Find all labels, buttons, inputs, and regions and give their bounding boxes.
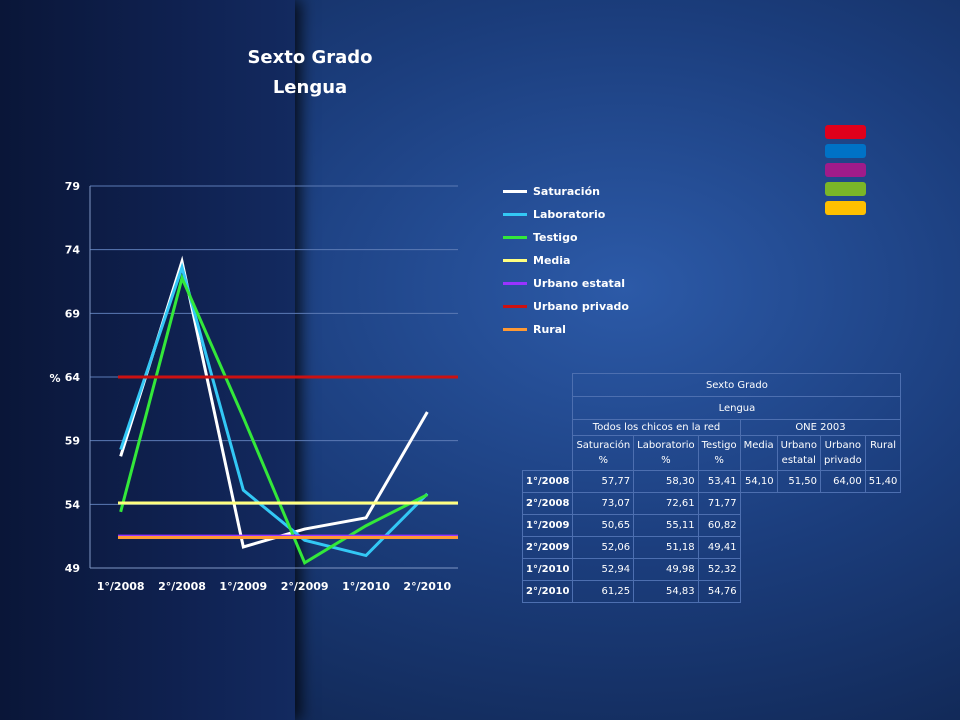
table-cell: 58,30 (633, 470, 699, 493)
legend-label: Saturación (533, 185, 600, 198)
table-cell: 54,83 (633, 580, 699, 603)
table-cell: 51,50 (776, 470, 821, 493)
table-row: 2°/2010 61,25 54,83 54,76 (521, 580, 901, 603)
table-row: 1°/2008 57,77 58,30 53,41 54,10 51,50 64,00 51,… (521, 470, 902, 493)
y-tick-label: 69 (65, 307, 80, 320)
table-group-header: ONE 2003 (739, 419, 902, 436)
table-cell: 54,76 (697, 580, 741, 603)
legend-swatch (503, 305, 527, 308)
series-line-laboratorio (119, 262, 429, 558)
table-cell: 53,41 (697, 470, 741, 493)
legend-label: Media (533, 254, 571, 267)
y-axis-label: % (49, 372, 60, 385)
legend-item: Laboratorio (503, 203, 629, 226)
legend-item: Media (503, 249, 629, 272)
table-cell: 73,07 (572, 492, 635, 515)
table-cell: 54,10 (739, 470, 778, 493)
x-tick-label: 1°/2010 (342, 580, 390, 593)
table-cell: 50,65 (572, 514, 635, 537)
x-tick-label: 1°/2009 (219, 580, 267, 593)
table-empty-cell (523, 420, 573, 436)
color-block (825, 125, 866, 139)
table-title: Sexto Grado (572, 373, 902, 397)
table-column-header: Urbano privado (819, 435, 866, 471)
chart-title: Sexto Grado (247, 47, 373, 68)
table-cell: 52,94 (572, 558, 635, 581)
legend-swatch (503, 259, 527, 262)
table-cell: 60,82 (697, 514, 741, 537)
table-row: 1°/2010 52,94 49,98 52,32 (521, 558, 901, 581)
table-cell: 64,00 (819, 470, 866, 493)
table-column-header: Rural (864, 435, 902, 471)
color-block (825, 182, 866, 196)
table-row-label: 2°/2008 (521, 492, 574, 515)
table-column-header: Saturación % (572, 435, 635, 471)
legend-label: Urbano estatal (533, 277, 626, 290)
legend-item: Urbano estatal (503, 272, 629, 295)
color-block (825, 144, 866, 158)
left-panel-shadow (0, 0, 295, 720)
table-row-label: 2°/2010 (521, 580, 574, 603)
chart-subtitle: Lengua (272, 77, 348, 98)
legend-item: Testigo (503, 226, 629, 249)
table-row: 2°/2009 52,06 51,18 49,41 (521, 536, 901, 559)
series-line-testigo (119, 273, 429, 565)
y-tick-label: 79 (65, 180, 80, 193)
table-row-label: 2°/2009 (521, 536, 574, 559)
table-cell: 71,77 (697, 492, 741, 515)
table-row-label: 1°/2008 (521, 470, 574, 493)
table-empty-cell (523, 374, 573, 397)
table-column-header: Urbano estatal (776, 435, 821, 471)
x-tick-label: 2°/2008 (158, 580, 206, 593)
table-column-header: Media (739, 435, 778, 471)
table-column-header: Testigo % (697, 435, 741, 471)
legend-swatch (503, 328, 527, 331)
table-cell: 61,25 (572, 580, 635, 603)
data-table: Sexto Grado Lengua Todos los chicos en la … (521, 373, 902, 603)
x-tick-label: 2°/2010 (403, 580, 451, 593)
color-block (825, 201, 866, 215)
table-cell: 51,40 (864, 470, 902, 493)
y-tick-label: 74 (65, 244, 81, 257)
table-cell: 52,06 (572, 536, 635, 559)
table-subtitle: Lengua (572, 396, 902, 420)
x-tick-label: 2°/2009 (281, 580, 329, 593)
table-cell: 51,18 (633, 536, 699, 559)
y-tick-label: 49 (65, 562, 80, 575)
color-blocks (825, 125, 866, 220)
table-cell: 57,77 (572, 470, 635, 493)
legend-swatch (503, 236, 527, 239)
legend-label: Urbano privado (533, 300, 629, 313)
table-empty-cell (523, 436, 573, 471)
table-row-label: 1°/2009 (521, 514, 574, 537)
table-empty-cell (523, 397, 573, 420)
legend-item: Urbano privado (503, 295, 629, 318)
legend-swatch (503, 282, 527, 285)
table-column-header: Laboratorio % (633, 435, 699, 471)
table-group-header: Todos los chicos en la red (572, 419, 741, 436)
legend-item: Saturación (503, 180, 629, 203)
table-row: 2°/2008 73,07 72,61 71,77 (521, 492, 901, 515)
legend-label: Testigo (533, 231, 578, 244)
legend-swatch (503, 190, 527, 193)
chart-legend: Saturación Laboratorio Testigo Media Urbano … (503, 180, 629, 341)
legend-swatch (503, 213, 527, 216)
table-cell: 55,11 (633, 514, 699, 537)
table-cell: 52,32 (697, 558, 741, 581)
x-tick-label: 1°/2008 (97, 580, 145, 593)
legend-label: Laboratorio (533, 208, 606, 221)
y-tick-label: 59 (65, 435, 80, 448)
color-block (825, 163, 866, 177)
y-tick-label: 64 (65, 371, 81, 384)
table-cell: 49,98 (633, 558, 699, 581)
table-cell: 49,41 (697, 536, 741, 559)
table-row-label: 1°/2010 (521, 558, 574, 581)
y-tick-label: 54 (65, 498, 81, 511)
legend-item: Rural (503, 318, 629, 341)
table-cell: 72,61 (633, 492, 699, 515)
legend-label: Rural (533, 323, 566, 336)
table-row: 1°/2009 50,65 55,11 60,82 (521, 514, 901, 537)
